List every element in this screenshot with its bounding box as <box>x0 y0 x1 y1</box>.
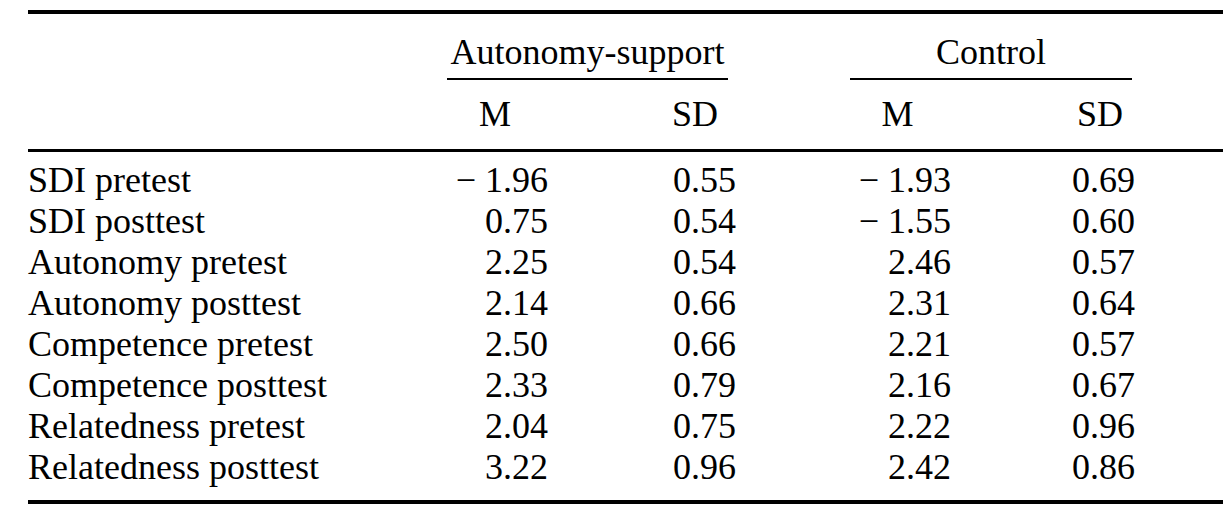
cell-control-sd: 0.64 <box>1005 283 1223 324</box>
group-spanner-control: Control <box>850 32 1132 80</box>
cell-autonomy-sd: 0.66 <box>600 283 790 324</box>
cell-autonomy-m: 2.33 <box>428 365 600 406</box>
paper-page: { "table": { "group_headers": [ { "label… <box>0 0 1228 526</box>
stat-header-row: M SD M SD <box>28 80 1223 150</box>
col-header-autonomy-m: M <box>428 80 600 150</box>
cell-control-m: 2.22 <box>790 406 1005 447</box>
cell-autonomy-m: 2.04 <box>428 406 600 447</box>
cell-autonomy-m: 2.14 <box>428 283 600 324</box>
group-header-cell-control: Control <box>790 12 1223 80</box>
table-row: Relatedness pretest 2.04 0.75 2.22 0.96 <box>28 406 1223 447</box>
cell-autonomy-m: 3.22 <box>428 447 600 502</box>
cell-control-sd: 0.67 <box>1005 365 1223 406</box>
cell-control-m: 2.46 <box>790 242 1005 283</box>
group-header-row: Autonomy-support Control <box>28 12 1223 80</box>
cell-autonomy-m: − 1.96 <box>428 150 600 201</box>
col-header-autonomy-sd: SD <box>600 80 790 150</box>
cell-control-sd: 0.86 <box>1005 447 1223 502</box>
cell-control-m: 2.21 <box>790 324 1005 365</box>
cell-autonomy-sd: 0.66 <box>600 324 790 365</box>
cell-control-sd: 0.69 <box>1005 150 1223 201</box>
descriptive-statistics-table: Autonomy-support Control M SD M SD SDI p… <box>28 10 1223 504</box>
table-row: Autonomy posttest 2.14 0.66 2.31 0.64 <box>28 283 1223 324</box>
cell-control-sd: 0.96 <box>1005 406 1223 447</box>
cell-autonomy-sd: 0.55 <box>600 150 790 201</box>
cell-autonomy-m: 2.50 <box>428 324 600 365</box>
cell-autonomy-sd: 0.75 <box>600 406 790 447</box>
row-label: Autonomy pretest <box>28 242 428 283</box>
cell-control-sd: 0.57 <box>1005 242 1223 283</box>
table-row: SDI pretest − 1.96 0.55 − 1.93 0.69 <box>28 150 1223 201</box>
cell-control-m: 2.42 <box>790 447 1005 502</box>
row-label: Autonomy posttest <box>28 283 428 324</box>
table-row: Autonomy pretest 2.25 0.54 2.46 0.57 <box>28 242 1223 283</box>
col-header-control-m: M <box>790 80 1005 150</box>
row-label: Competence pretest <box>28 324 428 365</box>
table-row: Competence posttest 2.33 0.79 2.16 0.67 <box>28 365 1223 406</box>
cell-autonomy-sd: 0.54 <box>600 242 790 283</box>
group-header-cell-autonomy-support: Autonomy-support <box>428 12 790 80</box>
cell-control-sd: 0.57 <box>1005 324 1223 365</box>
table-row: Relatedness posttest 3.22 0.96 2.42 0.86 <box>28 447 1223 502</box>
cell-control-sd: 0.60 <box>1005 201 1223 242</box>
cell-autonomy-m: 2.25 <box>428 242 600 283</box>
col-header-control-sd: SD <box>1005 80 1223 150</box>
cell-autonomy-sd: 0.96 <box>600 447 790 502</box>
group-spanner-autonomy-support: Autonomy-support <box>447 32 728 80</box>
row-label: Competence posttest <box>28 365 428 406</box>
cell-autonomy-sd: 0.54 <box>600 201 790 242</box>
cell-control-m: − 1.55 <box>790 201 1005 242</box>
row-label: Relatedness pretest <box>28 406 428 447</box>
cell-autonomy-sd: 0.79 <box>600 365 790 406</box>
cell-autonomy-m: 0.75 <box>428 201 600 242</box>
label-column-spacer <box>28 12 428 80</box>
label-column-header <box>28 80 428 150</box>
row-label: SDI pretest <box>28 150 428 201</box>
table-row: Competence pretest 2.50 0.66 2.21 0.57 <box>28 324 1223 365</box>
cell-control-m: 2.16 <box>790 365 1005 406</box>
cell-control-m: 2.31 <box>790 283 1005 324</box>
table-row: SDI posttest 0.75 0.54 − 1.55 0.60 <box>28 201 1223 242</box>
row-label: Relatedness posttest <box>28 447 428 502</box>
row-label: SDI posttest <box>28 201 428 242</box>
cell-control-m: − 1.93 <box>790 150 1005 201</box>
